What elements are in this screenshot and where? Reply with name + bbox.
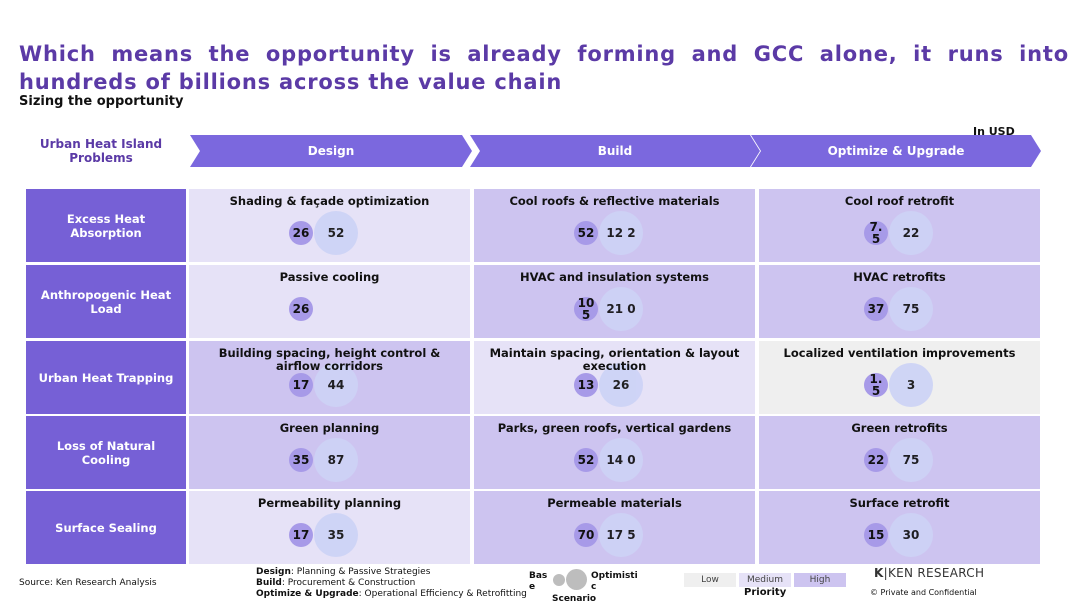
base-value-bubble: 37 — [864, 297, 888, 321]
corner-header: Urban Heat Island Problems — [39, 137, 163, 165]
priority-high-swatch: High — [794, 573, 846, 587]
cell-title: Cool roof retrofit — [844, 194, 955, 208]
base-value-bubble: 7. 5 — [864, 221, 888, 245]
grid-cell: 26 Maintain spacing, orientation & layout… — [474, 341, 755, 414]
grid-cell: 3 Localized ventilation improvements 1. 5 — [759, 341, 1040, 414]
cell-title: Passive cooling — [279, 270, 380, 284]
base-value-bubble: 22 — [864, 448, 888, 472]
row-header: Excess Heat Absorption — [26, 189, 186, 262]
scenario-title: Scenario — [552, 594, 597, 604]
column-definitions: Design: Planning & Passive Strategies Bu… — [256, 567, 527, 600]
base-value-bubble: 1. 5 — [864, 373, 888, 397]
grid-cell: 44 Building spacing, height control & air… — [189, 341, 470, 414]
priority-title: Priority — [744, 587, 787, 598]
column-header-build: Build — [470, 135, 760, 167]
column-header-optimize: Optimize & Upgrade — [751, 135, 1041, 167]
base-value-bubble: 15 — [864, 523, 888, 547]
optimistic-value-bubble: 3 — [889, 363, 933, 407]
grid-cell: 12 2 Cool roofs & reflective materials 52 — [474, 189, 755, 262]
base-value-bubble: 13 — [574, 373, 598, 397]
cell-title: Surface retrofit — [849, 496, 950, 510]
grid-cell: 87 Green planning 35 — [189, 416, 470, 489]
grid-cell: Passive cooling 26 — [189, 265, 470, 338]
unit-note: In USD — [973, 125, 1015, 138]
grid-cell: 30 Surface retrofit 15 — [759, 491, 1040, 564]
grid-cell: 14 0 Parks, green roofs, vertical gardens… — [474, 416, 755, 489]
brand-logo: K|KEN RESEARCH — [874, 566, 985, 580]
base-value-bubble: 70 — [574, 523, 598, 547]
optimistic-value-bubble: 35 — [314, 513, 358, 557]
base-value-bubble: 10 5 — [574, 297, 598, 321]
optimistic-value-bubble: 87 — [314, 438, 358, 482]
grid-cell: 75 Green retrofits 22 — [759, 416, 1040, 489]
scenario-optimistic-label: Optimistic — [591, 571, 638, 592]
optimistic-value-bubble: 17 5 — [599, 513, 643, 557]
optimistic-value-bubble: 14 0 — [599, 438, 643, 482]
optimistic-value-bubble: 30 — [889, 513, 933, 557]
optimistic-value-bubble: 75 — [889, 287, 933, 331]
cell-title: Building spacing, height control & airfl… — [218, 346, 441, 373]
base-value-bubble: 52 — [574, 448, 598, 472]
cell-title: Maintain spacing, orientation & layout e… — [489, 346, 740, 373]
row-header: Surface Sealing — [26, 491, 186, 564]
scenario-optimistic-dot — [566, 569, 587, 590]
row-header: Loss of Natural Cooling — [26, 416, 186, 489]
optimistic-value-bubble: 75 — [889, 438, 933, 482]
grid-cell: 22 Cool roof retrofit 7. 5 — [759, 189, 1040, 262]
cell-title: Permeable materials — [547, 496, 682, 510]
source-note: Source: Ken Research Analysis — [19, 578, 157, 588]
cell-title: Permeability planning — [257, 496, 402, 510]
grid-cell: 52 Shading & façade optimization 26 — [189, 189, 470, 262]
confidential-note: © Private and Confidential — [870, 588, 977, 597]
grid-cell: 21 0 HVAC and insulation systems 10 5 — [474, 265, 755, 338]
scenario-base-label: Base — [529, 571, 548, 592]
cell-title: Parks, green roofs, vertical gardens — [497, 421, 732, 435]
scenario-base-dot — [553, 574, 565, 586]
page-title: Which means the opportunity is already f… — [19, 42, 1069, 94]
base-value-bubble: 17 — [289, 373, 313, 397]
cell-title: Shading & façade optimization — [229, 194, 430, 208]
cell-title: Green retrofits — [851, 421, 948, 435]
row-header: Anthropogenic Heat Load — [26, 265, 186, 338]
priority-medium-swatch: Medium — [739, 573, 791, 587]
cell-title: HVAC retrofits — [853, 270, 946, 284]
optimistic-value-bubble: 26 — [599, 363, 643, 407]
brand-mark-icon: K — [874, 566, 884, 580]
cell-title: Cool roofs & reflective materials — [509, 194, 720, 208]
base-value-bubble: 26 — [289, 221, 313, 245]
optimistic-value-bubble: 44 — [314, 363, 358, 407]
grid-cell: 75 HVAC retrofits 37 — [759, 265, 1040, 338]
row-header: Urban Heat Trapping — [26, 341, 186, 414]
base-value-bubble: 17 — [289, 523, 313, 547]
base-value-bubble: 52 — [574, 221, 598, 245]
optimistic-value-bubble: 21 0 — [599, 287, 643, 331]
cell-title: HVAC and insulation systems — [520, 270, 709, 284]
definition-optimize: Optimize & Upgrade: Operational Efficien… — [256, 589, 527, 599]
optimistic-value-bubble: 52 — [314, 211, 358, 255]
definition-design: Design: Planning & Passive Strategies — [256, 567, 431, 577]
base-value-bubble: 26 — [289, 297, 313, 321]
cell-title: Localized ventilation improvements — [783, 346, 1016, 360]
priority-low-swatch: Low — [684, 573, 736, 587]
definition-build: Build: Procurement & Construction — [256, 578, 416, 588]
column-header-design: Design — [190, 135, 472, 167]
base-value-bubble: 35 — [289, 448, 313, 472]
grid-cell: 17 5 Permeable materials 70 — [474, 491, 755, 564]
optimistic-value-bubble: 22 — [889, 211, 933, 255]
grid-cell: 35 Permeability planning 17 — [189, 491, 470, 564]
page-subtitle: Sizing the opportunity — [19, 94, 184, 109]
optimistic-value-bubble: 12 2 — [599, 211, 643, 255]
cell-title: Green planning — [279, 421, 380, 435]
